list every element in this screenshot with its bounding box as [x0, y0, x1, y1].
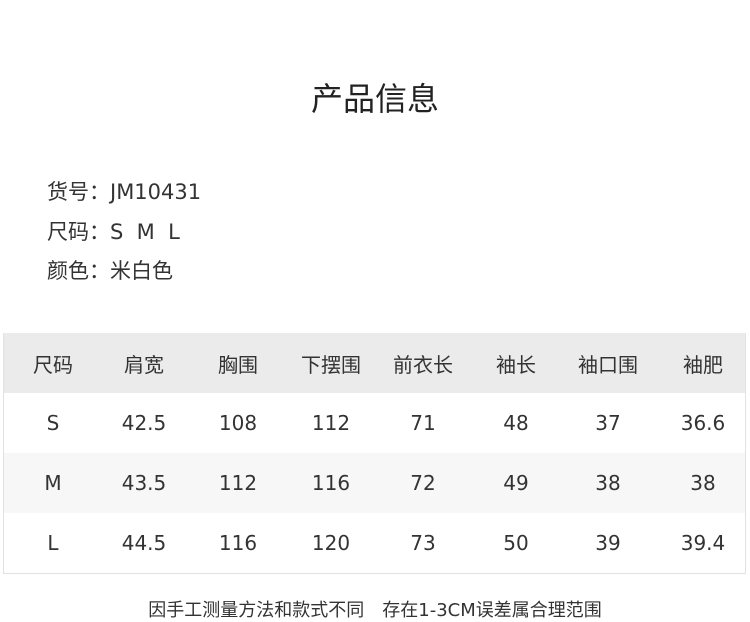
info-line: 颜色：米白色 — [47, 255, 173, 285]
table-cell: 116 — [218, 531, 258, 555]
table-cell: 39 — [595, 531, 621, 555]
table-row: S 42.5 108 112 71 48 37 36.6 — [4, 393, 745, 453]
table-row: M 43.5 112 116 72 49 38 38 — [4, 453, 745, 513]
table-cell: 44.5 — [121, 531, 167, 555]
table-cell: 116 — [311, 471, 351, 495]
footnote: 因手工测量方法和款式不同 存在1-3CM误差属合理范围 — [148, 600, 602, 621]
column-header: 下摆围 — [301, 352, 361, 377]
info-label: 尺码： — [47, 220, 110, 244]
table-cell: 49 — [503, 471, 529, 495]
table-cell: 112 — [311, 411, 351, 435]
info-line: 货号：JM10431 — [47, 176, 201, 206]
table-cell: 112 — [218, 471, 258, 495]
info-value: S M L — [110, 220, 180, 244]
table-cell: 43.5 — [121, 471, 167, 495]
table-cell: 120 — [311, 531, 351, 555]
table-cell: 39.4 — [680, 531, 726, 555]
table-cell: 72 — [410, 471, 436, 495]
column-header: 袖口围 — [578, 352, 638, 377]
column-header: 肩宽 — [124, 352, 164, 377]
table-row: L 44.5 116 120 73 50 39 39.4 — [4, 513, 745, 573]
column-header: 前衣长 — [393, 352, 453, 377]
info-value: JM10431 — [110, 180, 202, 204]
table-cell: 38 — [690, 471, 716, 495]
column-header: 袖长 — [496, 352, 536, 377]
table-cell: 48 — [503, 411, 529, 435]
table-cell: 73 — [410, 531, 436, 555]
column-header: 胸围 — [218, 352, 258, 377]
size-table: 尺码 肩宽 胸围 下摆围 前衣长 袖长 袖口围 袖肥 S 42.5 108 112 71 48 37 36.6… — [3, 333, 746, 574]
table-cell: 36.6 — [680, 411, 726, 435]
table-cell: 108 — [218, 411, 258, 435]
column-header: 袖肥 — [683, 352, 723, 377]
table-cell: 42.5 — [121, 411, 167, 435]
column-header: 尺码 — [33, 352, 73, 377]
table-cell: S — [46, 411, 60, 435]
table-cell: 38 — [595, 471, 621, 495]
table-cell: 37 — [595, 411, 621, 435]
info-label: 货号： — [47, 180, 110, 204]
table-cell: 71 — [410, 411, 436, 435]
info-label: 颜色： — [47, 259, 110, 283]
table-cell: M — [44, 471, 62, 495]
info-value: 米白色 — [110, 259, 173, 283]
table-cell: L — [47, 531, 59, 555]
page-title: 产品信息 — [310, 80, 439, 118]
info-line: 尺码：S M L — [47, 216, 180, 246]
header-row: 尺码 肩宽 胸围 下摆围 前衣长 袖长 袖口围 袖肥 — [4, 333, 745, 393]
table-cell: 50 — [503, 531, 529, 555]
